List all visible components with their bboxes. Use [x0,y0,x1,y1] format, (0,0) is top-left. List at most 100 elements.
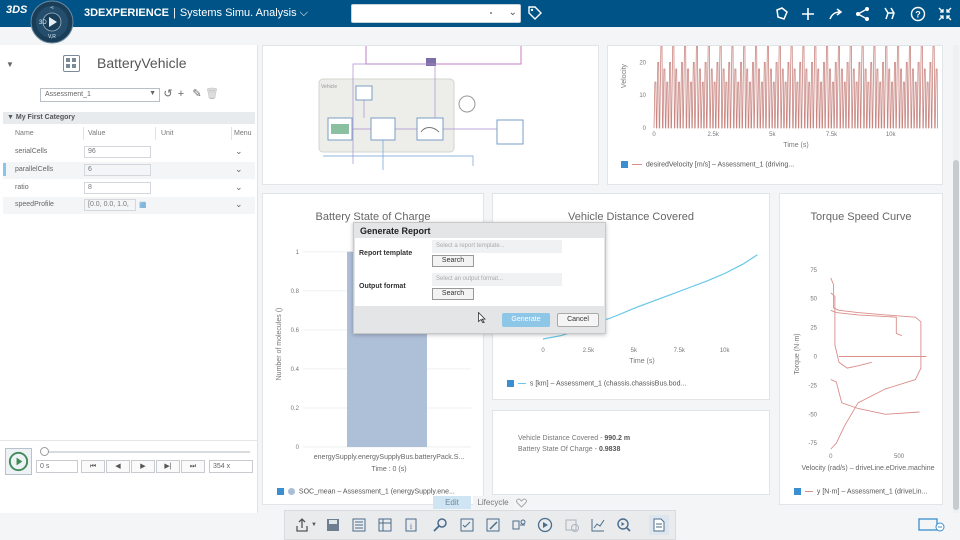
export-dropdown-icon[interactable]: ▼ [311,522,317,528]
soc-legend[interactable]: SOC_mean – Assessment_1 (energySupply.en… [277,488,482,495]
velocity-x-tick: 2.5k [707,132,719,138]
legend-checkbox[interactable] [794,488,801,495]
network-icon[interactable] [855,6,871,22]
search-input[interactable]: ⌄ [351,4,521,23]
legend-checkbox[interactable] [507,380,514,387]
legend-checkbox[interactable] [621,161,628,168]
velocity-chart-card: 0 10 20 0 2.5k 5k 7.5k 10k Time (s) Velocity desi… [607,45,943,185]
chat-icon[interactable] [774,6,790,22]
play-button[interactable]: ▶ [131,460,155,473]
param-value-field[interactable]: 96 [84,146,151,158]
torque-y-tick: -25 [808,383,817,389]
time-slider[interactable] [42,451,250,453]
search-icon[interactable] [432,517,448,533]
export-icon[interactable] [294,517,310,533]
param-value-field[interactable]: 6 [84,164,151,176]
presentation-icon[interactable] [918,517,946,533]
param-row[interactable]: parallelCells 6 ⌄ [3,162,255,179]
time-field[interactable]: 0 s [36,460,78,473]
param-row[interactable]: ratio 8 ⌄ [3,180,255,197]
edit-icon[interactable]: ✎ [192,88,202,100]
row-menu-icon[interactable]: ⌄ [235,182,243,192]
plot-icon[interactable] [590,517,606,533]
run-icon[interactable] [537,517,553,533]
model-grid-icon [63,55,80,72]
output-format-field[interactable]: Select an output format... [432,273,562,286]
share-icon[interactable] [828,6,844,22]
table-icon[interactable] [377,517,393,533]
soc-y-tick: 0.4 [291,367,300,373]
legend-checkbox[interactable] [277,488,284,495]
heart-icon[interactable] [516,498,527,508]
row-menu-icon[interactable]: ⌄ [235,164,243,174]
velocity-x-label: Time (s) [783,142,808,149]
table-edit-icon[interactable]: ▦ [139,200,147,209]
simulation-setup-icon[interactable] [511,517,527,533]
report-template-field[interactable]: Select a report template... [432,240,562,253]
report-template-search-button[interactable]: Search [432,255,474,267]
diagram-card: Vehicle [262,45,599,185]
output-format-search-button[interactable]: Search [432,288,474,300]
prev-frame-button[interactable]: ◀ [106,460,130,473]
param-value-field[interactable]: 8 [84,182,151,194]
assessment-select[interactable]: Assessment_1 ▼ [40,88,160,102]
checklist-icon[interactable] [459,517,475,533]
tab-edit[interactable]: Edit [433,496,471,509]
param-row[interactable]: speedProfile [0.0, 0.0, 1.0, ▦ ⌄ [3,197,255,214]
search-cursor [490,12,492,14]
distance-x-tick: 5k [631,348,638,354]
app-chevron-icon[interactable]: ⌵ [299,7,309,19]
torque-x-label: Velocity (rad/s) – driveLine.eDrive.mach… [801,465,934,472]
tag-icon[interactable] [528,6,542,20]
param-row[interactable]: serialCells 96 ⌄ [3,144,255,161]
last-frame-button[interactable]: ⏭ [181,460,205,473]
panel-collapse-icon[interactable]: ▼ [6,60,14,69]
save-icon[interactable] [325,517,341,533]
plus-icon[interactable] [800,6,816,22]
svg-text:3D: 3D [39,20,47,26]
ds-logo[interactable]: 3DS [6,4,28,16]
scrollbar-thumb[interactable] [953,160,959,510]
torque-y-tick: -75 [808,441,817,447]
velocity-chart[interactable]: 0 10 20 0 2.5k 5k 7.5k 10k Time (s) Velocity [608,46,944,186]
generate-report-icon[interactable] [649,515,669,535]
collapse-icon[interactable] [937,6,953,22]
velocity-series-line [653,46,938,129]
torque-chart[interactable]: 75 50 25 0 -25 -50 -75 0 500 Velocity (rad/s) – d… [780,194,944,484]
delete-icon[interactable]: 🗑 [205,88,219,100]
add-icon[interactable]: + [177,88,185,100]
edit-checklist-icon[interactable] [485,517,501,533]
velocity-legend[interactable]: desiredVelocity [m/s] – Assessment_1 (dr… [621,161,794,168]
search-dropdown-icon[interactable]: ⌄ [508,7,517,18]
playback-speed-field[interactable]: 354 x [209,460,253,473]
distance-legend[interactable]: s [km] – Assessment_1 (chassis.chassisBu… [507,380,686,387]
time-slider-handle[interactable] [40,447,49,456]
analyze-icon[interactable] [616,517,632,533]
generate-button[interactable]: Generate [502,313,550,327]
next-frame-button[interactable]: ▶| [156,460,180,473]
simulate-button[interactable] [5,448,32,475]
tools-icon[interactable] [882,6,898,22]
system-diagram[interactable]: Vehicle [263,46,600,186]
assessment-value: Assessment_1 [45,91,91,98]
torque-y-tick: 25 [810,326,817,332]
reset-icon[interactable]: ↺ [163,88,173,100]
category-header[interactable]: ▼ My First Category [3,112,255,124]
assessment-dropdown-icon[interactable]: ▼ [149,90,156,97]
cancel-button[interactable]: Cancel [557,313,599,327]
row-menu-icon[interactable]: ⌄ [235,146,243,156]
list-icon[interactable] [351,517,367,533]
info-icon[interactable]: i [403,517,419,533]
tab-lifecycle[interactable]: Lifecycle [473,496,513,509]
help-icon[interactable]: ? [910,6,926,22]
torque-legend[interactable]: y [N·m] – Assessment_1 (driveLin... [794,488,942,495]
app-title[interactable]: 3DEXPERIENCE | Systems Simu. Analysis ⌵ [84,7,309,19]
first-frame-button[interactable]: ⏮ [81,460,105,473]
param-name: serialCells [15,148,48,155]
compass-icon[interactable]: ⋖ 3D V,R [30,0,74,44]
category-label: My First Category [15,114,75,121]
batch-run-icon[interactable] [564,517,580,533]
distance-x-tick: 2.5k [583,348,595,354]
param-value-field[interactable]: [0.0, 0.0, 1.0, [84,199,136,211]
row-menu-icon[interactable]: ⌄ [235,199,243,209]
